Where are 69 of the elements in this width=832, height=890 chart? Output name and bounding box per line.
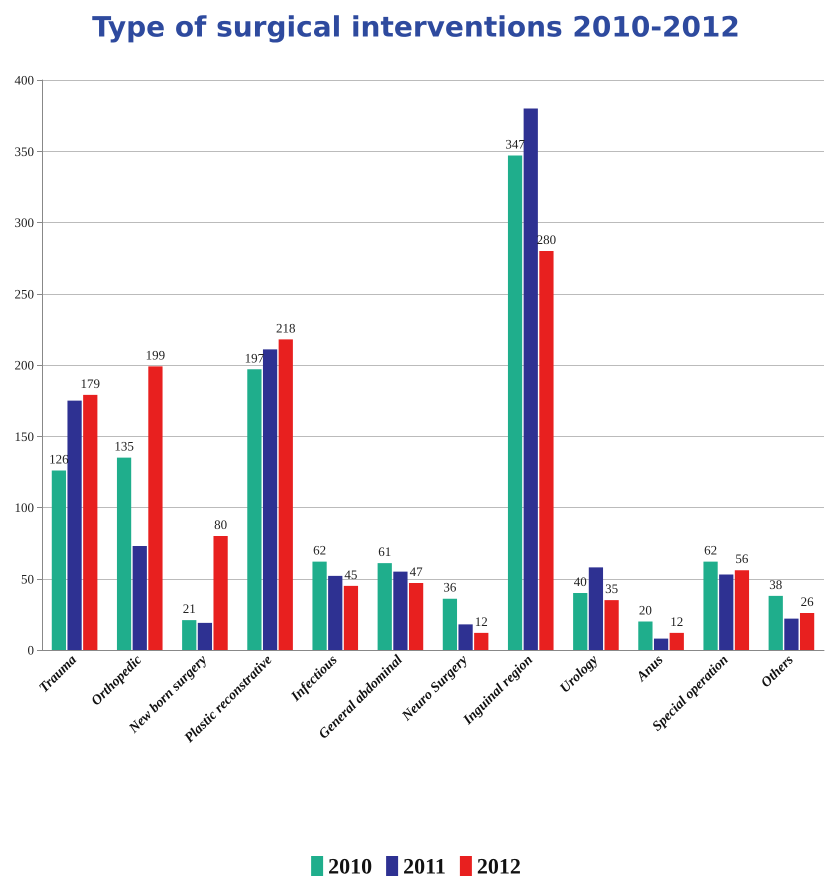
bar	[573, 593, 588, 650]
bar	[393, 572, 408, 650]
data-label: 38	[769, 576, 782, 592]
bar	[278, 339, 293, 650]
data-label: 20	[638, 602, 652, 618]
bar	[213, 536, 228, 650]
y-tick-label: 300	[14, 215, 34, 230]
bar	[458, 624, 473, 650]
data-label: 61	[378, 544, 392, 560]
data-label: 199	[146, 347, 166, 362]
bar	[588, 567, 604, 650]
bar	[768, 596, 783, 650]
data-label: 35	[605, 581, 618, 596]
y-tick-label: 0	[28, 642, 34, 658]
data-label: 47	[410, 564, 424, 580]
chart-title: Type of surgical interventions 2010-2012	[92, 10, 740, 44]
y-tick-label: 50	[21, 571, 34, 586]
legend-label: 2010	[328, 854, 372, 878]
bar	[116, 458, 132, 650]
bar	[312, 562, 327, 650]
bar	[328, 576, 342, 650]
bar	[734, 570, 750, 650]
bar	[344, 586, 358, 650]
bar	[703, 562, 718, 650]
bar	[539, 251, 554, 650]
data-label: 36	[443, 580, 457, 595]
bar	[52, 470, 66, 650]
bar	[508, 156, 522, 650]
bar	[474, 632, 488, 650]
y-tick-label: 150	[14, 428, 34, 444]
data-label: 179	[80, 376, 100, 391]
data-label: 12	[670, 614, 684, 629]
bar	[408, 583, 424, 650]
bar	[719, 574, 734, 650]
data-label: 40	[574, 574, 587, 589]
bar	[262, 349, 278, 650]
data-label: 56	[735, 551, 749, 566]
bar	[67, 400, 82, 650]
bar	[654, 638, 668, 650]
bar	[198, 622, 212, 650]
data-label: 62	[704, 542, 718, 558]
data-label: 12	[474, 614, 488, 629]
data-label: 21	[182, 601, 196, 616]
bar	[378, 563, 392, 650]
y-tick-label: 250	[14, 286, 34, 302]
bar	[638, 622, 653, 650]
bar	[604, 600, 619, 650]
bar	[784, 618, 799, 650]
bar	[182, 620, 196, 650]
bar	[148, 366, 163, 650]
data-label: 62	[313, 542, 326, 558]
bar	[83, 394, 98, 650]
data-label: 80	[214, 517, 228, 532]
bar	[670, 632, 684, 650]
bar	[800, 612, 814, 650]
bar	[442, 598, 458, 650]
data-label: 218	[276, 320, 296, 336]
data-label: 135	[114, 438, 134, 454]
bar	[524, 108, 538, 650]
y-tick-label: 350	[14, 144, 34, 159]
bar	[247, 369, 262, 650]
legend-label: 2011	[403, 854, 446, 878]
y-tick-label: 100	[14, 500, 34, 515]
legend-label: 2012	[476, 854, 521, 878]
bar	[132, 546, 147, 650]
y-tick-label: 200	[14, 358, 34, 372]
y-tick-label: 400	[14, 72, 34, 88]
data-label: 26	[800, 594, 814, 609]
data-label: 45	[344, 566, 358, 582]
